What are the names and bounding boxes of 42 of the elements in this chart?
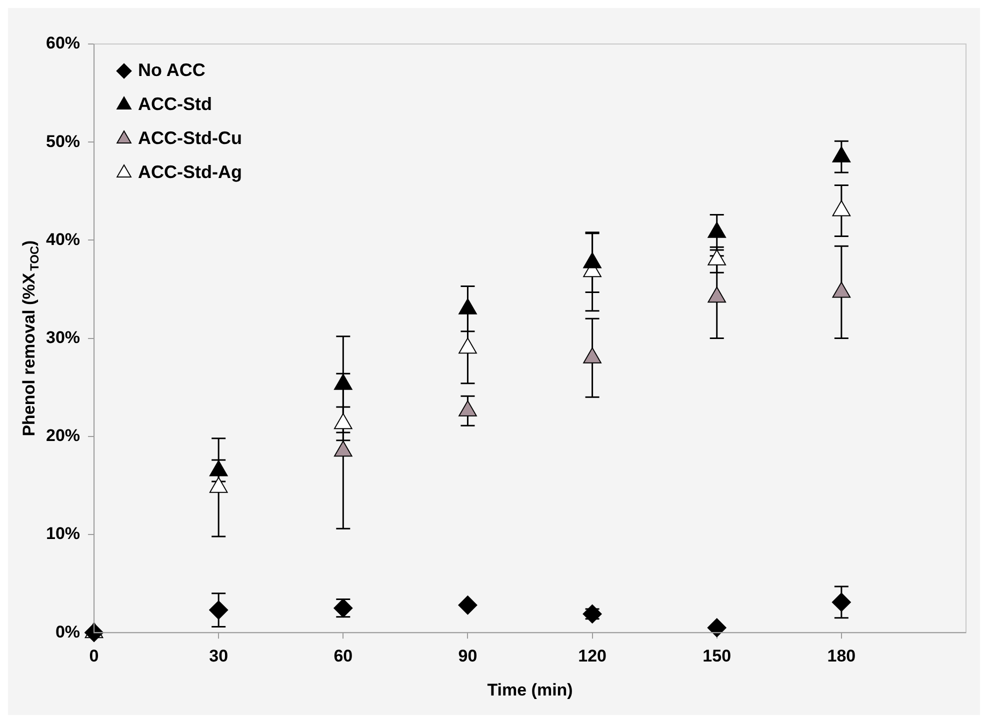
point	[832, 592, 851, 612]
point	[832, 200, 851, 216]
y-tick-label: 60%	[46, 34, 80, 53]
point	[458, 298, 477, 314]
x-tick-label: 60	[334, 646, 353, 666]
point	[458, 400, 477, 416]
y-tick-label: 30%	[46, 328, 80, 347]
x-tick-label: 180	[827, 646, 856, 666]
point	[582, 604, 602, 624]
point	[583, 252, 602, 268]
x-tick-label: 150	[702, 646, 732, 666]
point	[334, 374, 352, 390]
x-tick-label: 120	[578, 646, 606, 666]
point	[209, 476, 228, 493]
point	[458, 596, 478, 615]
point	[84, 623, 104, 642]
point	[334, 413, 352, 430]
point	[458, 338, 477, 354]
x-axis-title: Time (min)	[487, 680, 573, 700]
x-tick-label: 0	[89, 646, 99, 666]
point	[334, 440, 352, 457]
y-tick-label: 20%	[46, 426, 80, 446]
y-axis-title: Phenol removal (%XTOC)	[20, 240, 42, 436]
point	[209, 460, 228, 476]
point	[209, 600, 228, 620]
legend-label: ACC-Std-Cu	[138, 128, 242, 148]
point	[583, 347, 602, 364]
y-tick-label: 10%	[46, 524, 80, 544]
x-tick-label: 90	[458, 646, 478, 666]
point	[708, 286, 726, 303]
point	[832, 146, 851, 162]
point	[707, 618, 726, 638]
legend-label: ACC-Std-Ag	[138, 162, 242, 182]
legend-label: ACC-Std	[138, 94, 212, 114]
y-tick-label: 40%	[46, 230, 80, 249]
point	[708, 222, 726, 238]
y-tick-label: 0%	[55, 622, 80, 642]
legend-label: No ACC	[138, 60, 206, 80]
point	[708, 249, 726, 266]
x-tick-label: 30	[209, 646, 228, 666]
point	[832, 282, 851, 298]
y-tick-label: 50%	[46, 132, 80, 151]
